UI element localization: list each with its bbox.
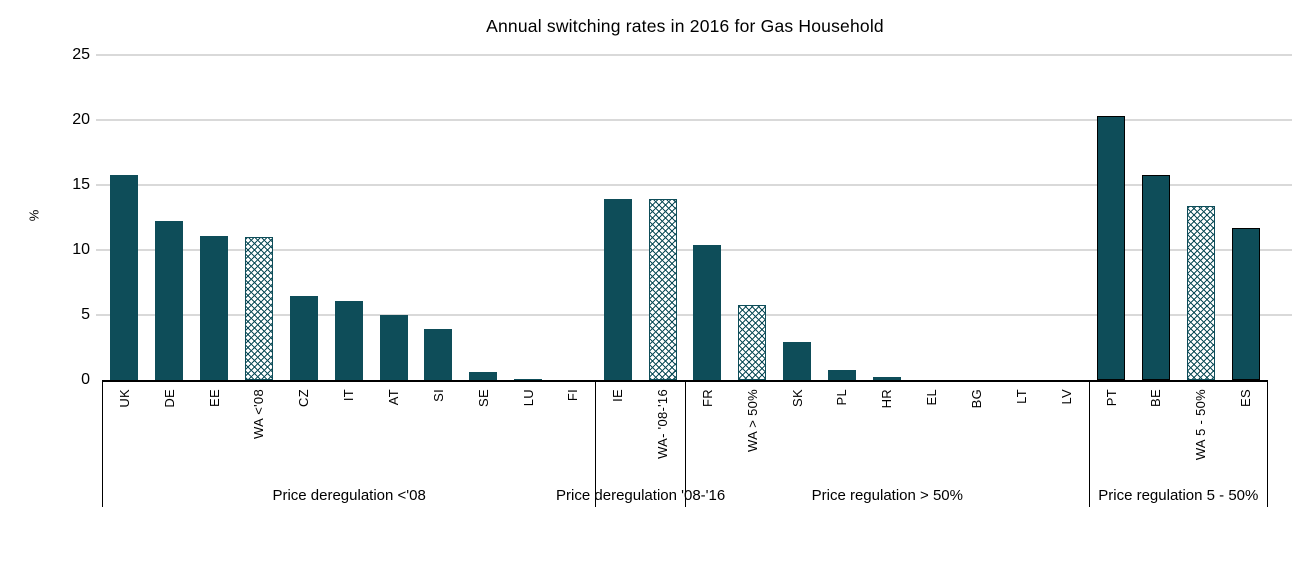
group-label: Price regulation 5 - 50% (1098, 487, 1259, 504)
bar-pt (1097, 116, 1126, 380)
y-tick-label: 10 (72, 241, 90, 258)
bar-fr (693, 244, 722, 380)
group-cell: Price deregulation '08-'16 (556, 382, 725, 507)
bar-wa-08-16 (648, 199, 677, 380)
plot-area (102, 55, 1268, 380)
bar-wa-08 (244, 237, 273, 380)
bar-be (1141, 174, 1170, 380)
bar-ee (200, 235, 229, 380)
gridline (96, 119, 1292, 121)
y-tick-label: 25 (72, 46, 90, 63)
bar-hr (872, 377, 901, 380)
bar-pl (827, 369, 856, 380)
y-tick-label: 20 (72, 111, 90, 128)
group-cell: Price regulation 5 - 50% (1088, 382, 1268, 507)
group-cell: Price regulation > 50% (685, 382, 1089, 507)
y-tick-label: 0 (81, 371, 90, 388)
gridline (96, 54, 1292, 56)
bar-de (155, 221, 184, 380)
group-label: Price deregulation '08-'16 (556, 487, 726, 504)
category-axis: UK DE EE WA <'08 CZ IT AT SI SE LU FI Price deregul… (102, 380, 1268, 507)
bar-se (469, 372, 498, 380)
group-label: Price deregulation <'08 (272, 487, 426, 504)
group-cell: Price deregulation <'08 (102, 382, 595, 507)
bar-cz (289, 295, 318, 380)
gridline (96, 184, 1292, 186)
bar-wa-50- (738, 304, 767, 380)
chart-title: Annual switching rates in 2016 for Gas H… (486, 16, 884, 36)
group-label: Price regulation > 50% (811, 487, 963, 504)
bar-si (424, 329, 453, 380)
bar-uk (110, 174, 139, 380)
bar-wa-5-50- (1186, 205, 1215, 380)
y-tick-label: 15 (72, 176, 90, 193)
y-tick-label: 5 (81, 306, 90, 323)
y-axis-label: % (26, 209, 42, 222)
bar-at (379, 315, 408, 380)
bar-es (1231, 227, 1260, 380)
bar-lu (514, 378, 543, 380)
bar-it (334, 300, 363, 380)
bar-ie (603, 199, 632, 380)
bar-sk (783, 342, 812, 380)
